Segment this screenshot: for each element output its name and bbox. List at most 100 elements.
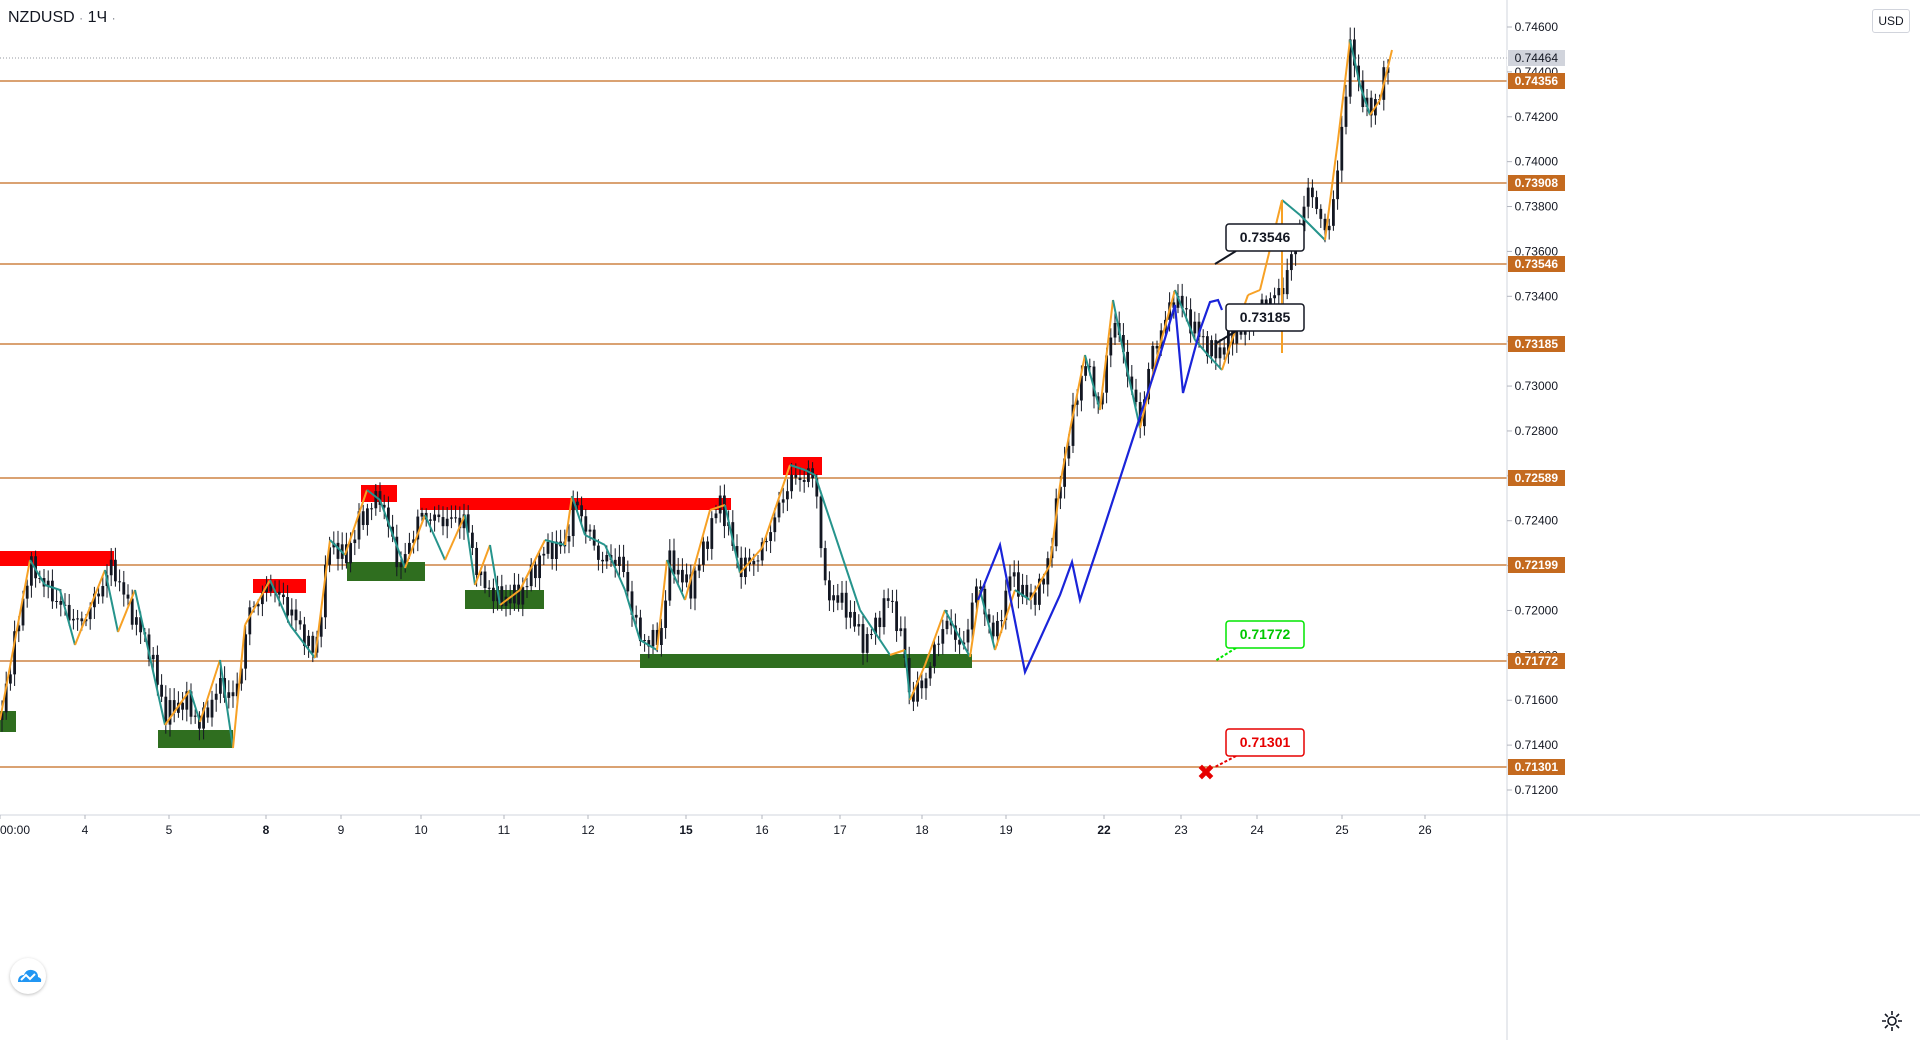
time-tick-label: 26 (1418, 823, 1432, 837)
candle-body (891, 600, 894, 602)
candle-body (1046, 558, 1050, 585)
zigzag-up-segment (474, 544, 491, 586)
candle-body (17, 625, 21, 632)
candle-body (651, 629, 655, 647)
candle-body (647, 640, 651, 647)
candle-body (1180, 295, 1184, 309)
candle-body (420, 512, 424, 517)
time-axis[interactable]: 00:00 4 5 8 9 10 11 12 15 16 17 18 19 22 23 24 25 26 (0, 814, 1920, 837)
gear-icon[interactable] (1881, 1010, 1903, 1032)
zigzag-up-segment (761, 464, 791, 549)
candle-body (492, 587, 495, 602)
zigzag-down-segment (59, 589, 76, 646)
candle-body (1306, 187, 1310, 207)
candle-body (861, 624, 865, 653)
level-label-bg (1508, 557, 1565, 573)
candle-body (928, 666, 932, 679)
candle-body (508, 596, 512, 604)
candle-body (156, 654, 159, 685)
candle-body (416, 516, 420, 540)
candle-body (9, 674, 12, 684)
time-tick-label: 22 (1097, 823, 1111, 837)
resistance-zone (0, 551, 114, 566)
zones (0, 457, 972, 748)
candle-body (500, 586, 504, 606)
candle-body (970, 602, 974, 630)
zigzag-down-segment (1174, 289, 1196, 341)
candle-body (126, 594, 130, 599)
candle-body (693, 570, 697, 599)
zigzag-down-segment (844, 564, 861, 611)
symbol-interval[interactable]: 1Ч (87, 9, 108, 26)
time-tick-label: 17 (833, 823, 847, 837)
candle-body (450, 517, 453, 519)
candle-body (399, 563, 403, 568)
candle-body (403, 554, 407, 564)
zigzag-down-segment (666, 559, 686, 601)
candle-body (739, 557, 743, 578)
price-callouts[interactable]: 0.73546 0.73185 0.71772 0.71301 ✖ (1197, 223, 1305, 786)
zigzag-down-segment (804, 469, 816, 476)
candle-body (983, 588, 987, 615)
callout-pointer (1214, 330, 1237, 345)
candle-body (794, 474, 798, 478)
candle-body (517, 584, 520, 605)
candle-body (765, 541, 768, 543)
forecast-path (976, 298, 1224, 676)
candle-body (357, 511, 361, 540)
zigzag-up-segment (889, 649, 906, 656)
candle-body (601, 559, 604, 562)
zigzag-down-segment (1359, 84, 1371, 116)
candle-body (1353, 39, 1356, 66)
price-tick-label: 0.72000 (1515, 603, 1559, 617)
candle-body (832, 595, 835, 601)
zigzag-up-segment (1337, 39, 1351, 141)
callout-box[interactable] (1225, 728, 1305, 757)
candle-body (1185, 308, 1188, 310)
candle-body (282, 594, 285, 598)
callout-box[interactable] (1225, 620, 1305, 649)
candle-body (529, 564, 533, 587)
candle-body (874, 617, 877, 635)
zigzag-down-segment (1299, 214, 1326, 241)
currency-button[interactable]: USD (1872, 9, 1910, 33)
candle-body (55, 600, 58, 602)
tradingview-cloud-icon[interactable] (10, 958, 46, 994)
candle-body (836, 595, 840, 603)
zigzag-up-segment (1159, 289, 1176, 346)
zigzag-up-segment (1069, 354, 1086, 431)
callout-box[interactable] (1225, 303, 1305, 332)
zigzag-down-segment (859, 609, 891, 656)
candle-body (1151, 345, 1155, 369)
candle-body (588, 529, 592, 532)
zigzag-down-segment (464, 514, 476, 586)
candle-body (886, 598, 890, 601)
level-label-bg (1508, 470, 1565, 486)
zigzag-up-segment (519, 539, 546, 591)
zigzag-down-segment (819, 489, 846, 566)
symbol-info[interactable]: NZDUSD · 1Ч · (8, 9, 116, 27)
callout-box[interactable] (1225, 223, 1305, 252)
zigzag-down-segment (289, 624, 316, 659)
time-tick-label: 4 (82, 823, 89, 837)
candle-body (660, 627, 663, 646)
candle-body (1193, 321, 1197, 334)
candle-body (870, 634, 873, 636)
zigzag-up-segment (909, 664, 926, 701)
candle-body (298, 620, 302, 625)
zigzag-down-segment (1124, 359, 1141, 429)
candle-body (21, 598, 25, 626)
price-axis[interactable]: 0.746000.744000.742000.740000.738000.736… (1506, 0, 1565, 1040)
time-tick-label: 5 (166, 823, 173, 837)
candle-body (1071, 404, 1075, 446)
candle-body (13, 631, 16, 675)
candle-body (1012, 572, 1016, 577)
zigzag-up-segment (1029, 564, 1051, 601)
candle-body (735, 546, 739, 558)
current-price-label: 0.74464 (1515, 51, 1559, 65)
candle-body (945, 620, 949, 630)
candle-body (1273, 295, 1276, 299)
zigzag-up-segment (924, 609, 946, 666)
candle-body (265, 584, 268, 593)
